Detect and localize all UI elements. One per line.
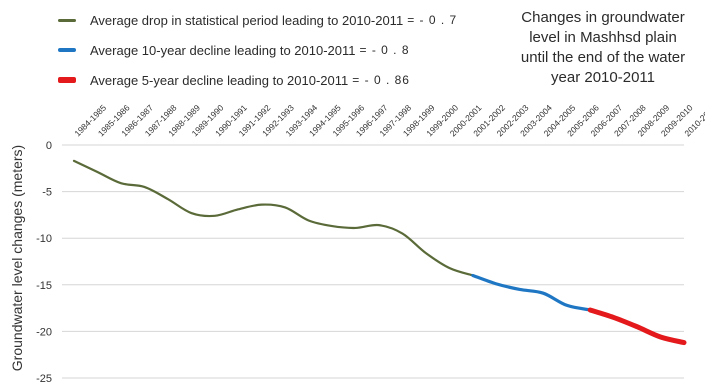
title-line: level in Mashhsd plain: [529, 29, 677, 46]
y-tick-label: 0: [46, 140, 52, 152]
grid-lines: [62, 144, 684, 379]
series-line-5-year: [587, 307, 687, 346]
series-line-10-year: [471, 273, 592, 312]
title-line: Changes in groundwater: [521, 9, 685, 26]
y-tick-label: -25: [36, 373, 52, 383]
legend-swatch-blue: [58, 48, 76, 52]
chart-title: Changes in groundwater level in Mashhsd …: [505, 8, 701, 88]
legend-label: Average 5-year decline leading to 2010-2…: [90, 72, 349, 88]
legend-swatch-green: [58, 18, 76, 22]
series-line-statistical: [72, 159, 474, 277]
y-tick-label: -10: [36, 233, 52, 245]
title-line: year 2010-2011: [551, 69, 655, 86]
legend-item-5-year: Average 5-year decline leading to 2010-2…: [58, 70, 457, 90]
legend-swatch-red: [58, 77, 76, 83]
y-axis-label: Groundwater level changes (meters): [9, 145, 25, 371]
legend-value: = - 0 . 86: [352, 73, 410, 87]
legend-value: = - 0 . 8: [359, 43, 410, 57]
y-axis-ticks: 0 -5 -10 -15 -20 -25: [36, 140, 52, 383]
legend-label: Average 10-year decline leading to 2010-…: [90, 42, 356, 58]
legend-label: Average drop in statistical period leadi…: [90, 12, 404, 28]
legend-item-10-year: Average 10-year decline leading to 2010-…: [58, 40, 457, 60]
legend-item-statistical: Average drop in statistical period leadi…: [58, 10, 457, 30]
series-lines: [72, 159, 687, 346]
legend-value: = - 0 . 7: [407, 13, 458, 27]
x-axis-ticks: 1984-19851985-19861986-19871987-19881988…: [72, 102, 705, 138]
legend: Average drop in statistical period leadi…: [58, 10, 457, 100]
y-tick-label: -20: [36, 326, 52, 338]
title-line: until the end of the water: [520, 49, 686, 66]
y-tick-label: -5: [42, 187, 52, 199]
y-tick-label: -15: [36, 280, 52, 292]
